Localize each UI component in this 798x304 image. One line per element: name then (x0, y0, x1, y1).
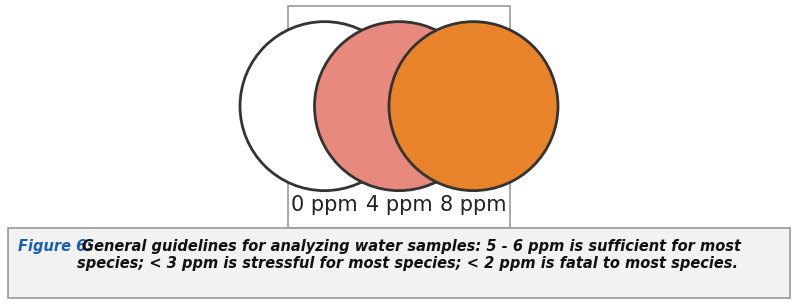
Text: 8 ppm: 8 ppm (440, 195, 507, 215)
Circle shape (389, 22, 558, 191)
Text: General guidelines for analyzing water samples: 5 - 6 ppm is sufficient for most: General guidelines for analyzing water s… (77, 239, 741, 271)
Circle shape (314, 22, 484, 191)
Circle shape (240, 22, 409, 191)
Text: Figure 6:: Figure 6: (18, 239, 93, 254)
Text: 4 ppm: 4 ppm (365, 195, 433, 215)
Text: 0 ppm: 0 ppm (291, 195, 358, 215)
